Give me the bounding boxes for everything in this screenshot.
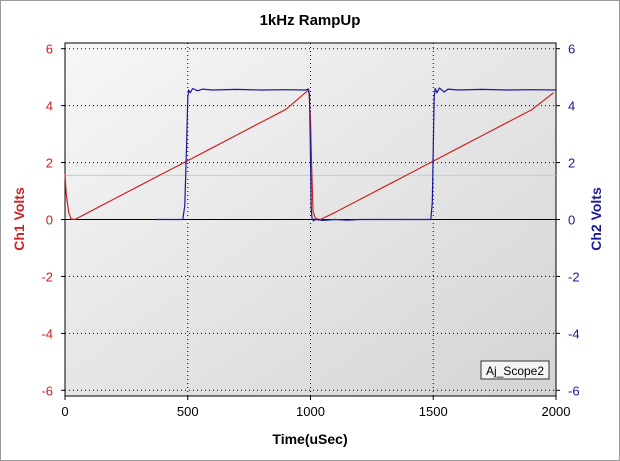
y-tick-label-right: -2	[568, 269, 580, 284]
series-group	[64, 87, 557, 222]
y-tick-label-right: 0	[568, 213, 575, 228]
x-tick-label: 500	[177, 404, 199, 419]
y-axis-title-right: Ch2 Volts	[588, 187, 604, 251]
y-tick-label-left: 6	[46, 42, 53, 57]
legend-box-label: Aj_Scope2	[486, 364, 544, 378]
x-tick-label: 1000	[296, 404, 325, 419]
y-tick-label-left: -4	[41, 326, 53, 341]
y-tick-label-right: -4	[568, 326, 580, 341]
y-tick-label-left: 2	[46, 156, 53, 171]
chart-title: 1kHz RampUp	[260, 12, 361, 29]
y-tick-label-right: 6	[568, 42, 575, 57]
axes-group: 0 500 1000 1500 2000 6 4 2 0 -2 -4 -6 6 4 2 0 -2 -4 -6	[41, 42, 579, 419]
y-tick-label-left: -2	[41, 269, 53, 284]
y-tick-label-right: 2	[568, 156, 575, 171]
y-tick-label-left: 4	[46, 99, 53, 114]
x-tick-label: 2000	[542, 404, 571, 419]
x-axis-title: Time(uSec)	[272, 431, 347, 447]
x-tick-label: 0	[61, 404, 68, 419]
grid-lines	[65, 43, 556, 396]
y-tick-label-left: -6	[41, 383, 53, 398]
legend-box: Aj_Scope2	[480, 360, 550, 380]
y-axis-title-left: Ch1 Volts	[11, 187, 27, 251]
y-tick-label-left: 0	[46, 213, 53, 228]
y-tick-label-right: 4	[568, 99, 575, 114]
series-line-ch2	[155, 87, 557, 222]
y-tick-label-right: -6	[568, 383, 580, 398]
x-tick-label: 1500	[419, 404, 448, 419]
